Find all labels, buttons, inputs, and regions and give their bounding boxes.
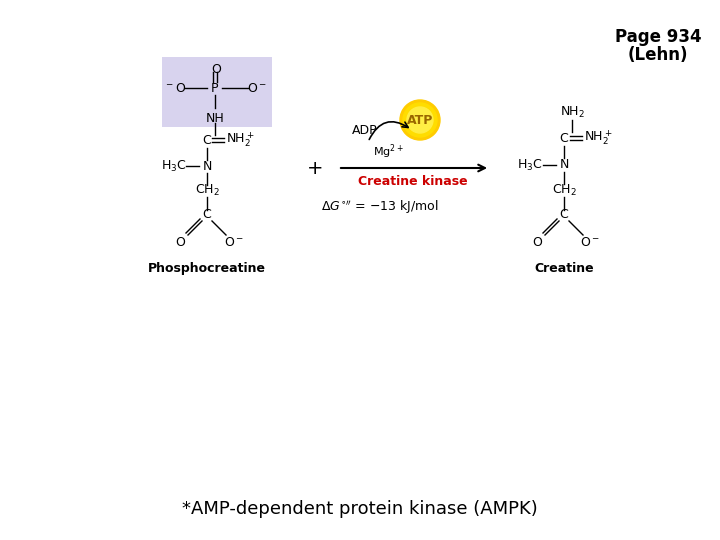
Text: $\Delta G^{\circ\prime\prime}$ = $-$13 kJ/mol: $\Delta G^{\circ\prime\prime}$ = $-$13 k…: [321, 198, 439, 215]
FancyArrowPatch shape: [369, 122, 408, 139]
Text: Creatine: Creatine: [534, 262, 594, 275]
Text: C: C: [559, 208, 568, 221]
Text: H$_3$C: H$_3$C: [161, 158, 186, 173]
Text: C: C: [202, 208, 212, 221]
Text: *AMP-dependent protein kinase (AMPK): *AMP-dependent protein kinase (AMPK): [182, 500, 538, 518]
Text: ADP: ADP: [352, 124, 378, 137]
Text: NH$_2^+$: NH$_2^+$: [226, 131, 254, 150]
Text: Phosphocreatine: Phosphocreatine: [148, 262, 266, 275]
Text: NH: NH: [206, 112, 225, 125]
FancyBboxPatch shape: [162, 57, 272, 127]
Text: C: C: [202, 133, 212, 146]
Text: Creatine kinase: Creatine kinase: [358, 175, 468, 188]
Text: H$_3$C: H$_3$C: [517, 158, 543, 173]
Text: NH$_2$: NH$_2$: [559, 104, 585, 119]
Text: NH$_2^+$: NH$_2^+$: [584, 129, 613, 147]
Text: ATP: ATP: [407, 113, 433, 126]
Text: O: O: [532, 237, 542, 249]
Text: P: P: [211, 82, 219, 94]
Text: $^-$O: $^-$O: [164, 82, 186, 94]
Text: O$^-$: O$^-$: [224, 237, 244, 249]
Text: O: O: [175, 237, 185, 249]
Circle shape: [403, 103, 437, 137]
Circle shape: [400, 100, 440, 140]
Text: CH$_2$: CH$_2$: [552, 183, 577, 198]
Text: O: O: [211, 63, 221, 76]
Text: CH$_2$: CH$_2$: [194, 183, 220, 198]
Text: N: N: [559, 159, 569, 172]
Text: O$^-$: O$^-$: [247, 82, 267, 94]
Text: C: C: [559, 132, 568, 145]
Text: Mg$^{2+}$: Mg$^{2+}$: [372, 143, 403, 161]
Text: O$^-$: O$^-$: [580, 237, 600, 249]
Text: +: +: [307, 159, 323, 178]
Text: Page 934: Page 934: [615, 28, 701, 46]
Circle shape: [407, 107, 433, 133]
Text: N: N: [202, 159, 212, 172]
Text: (Lehn): (Lehn): [628, 46, 688, 64]
